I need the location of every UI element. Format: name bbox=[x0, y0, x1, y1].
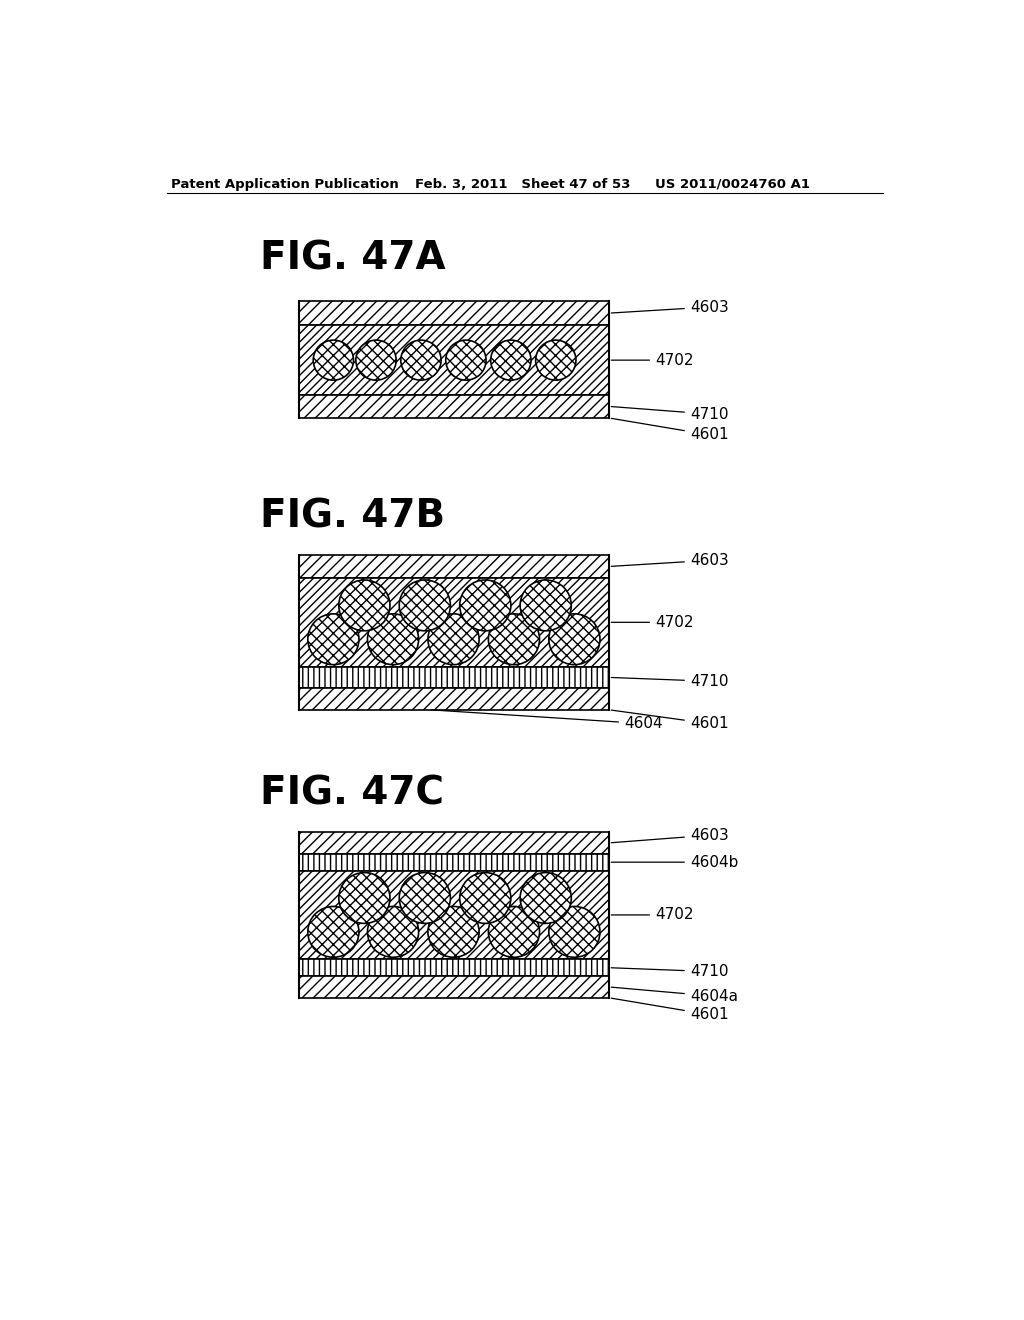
Bar bbox=[299, 688, 608, 710]
Text: US 2011/0024760 A1: US 2011/0024760 A1 bbox=[655, 178, 810, 190]
Text: Feb. 3, 2011   Sheet 47 of 53: Feb. 3, 2011 Sheet 47 of 53 bbox=[415, 178, 630, 190]
Bar bbox=[299, 960, 608, 977]
Text: 4603: 4603 bbox=[611, 553, 729, 568]
Ellipse shape bbox=[490, 341, 531, 380]
Bar bbox=[299, 832, 608, 854]
Ellipse shape bbox=[368, 907, 419, 957]
Ellipse shape bbox=[368, 614, 419, 665]
Ellipse shape bbox=[399, 579, 451, 631]
Text: 4604b: 4604b bbox=[611, 854, 738, 870]
Ellipse shape bbox=[356, 341, 396, 380]
Ellipse shape bbox=[549, 907, 600, 957]
Text: 4702: 4702 bbox=[611, 352, 693, 368]
Ellipse shape bbox=[460, 873, 511, 924]
Ellipse shape bbox=[308, 614, 359, 665]
Text: 4710: 4710 bbox=[611, 673, 728, 689]
Text: 4710: 4710 bbox=[611, 407, 728, 421]
Ellipse shape bbox=[339, 873, 390, 924]
Ellipse shape bbox=[445, 341, 486, 380]
Ellipse shape bbox=[428, 907, 479, 957]
Ellipse shape bbox=[520, 873, 571, 924]
Text: 4601: 4601 bbox=[611, 418, 728, 442]
Ellipse shape bbox=[400, 341, 441, 380]
Text: Patent Application Publication: Patent Application Publication bbox=[171, 178, 398, 190]
Ellipse shape bbox=[460, 579, 511, 631]
Bar bbox=[299, 326, 608, 395]
Text: 4604a: 4604a bbox=[611, 987, 738, 1003]
Text: 4601: 4601 bbox=[611, 998, 728, 1022]
Bar bbox=[299, 977, 608, 998]
Ellipse shape bbox=[428, 614, 479, 665]
Ellipse shape bbox=[339, 579, 390, 631]
Text: 4603: 4603 bbox=[611, 828, 729, 842]
Bar bbox=[299, 301, 608, 326]
Ellipse shape bbox=[399, 873, 451, 924]
Ellipse shape bbox=[549, 614, 600, 665]
Bar bbox=[299, 578, 608, 667]
Ellipse shape bbox=[520, 579, 571, 631]
Bar bbox=[299, 395, 608, 418]
Ellipse shape bbox=[308, 907, 359, 957]
Text: FIG. 47B: FIG. 47B bbox=[260, 498, 444, 535]
Ellipse shape bbox=[313, 341, 353, 380]
Text: 4603: 4603 bbox=[611, 300, 729, 314]
Bar bbox=[299, 667, 608, 688]
Text: FIG. 47A: FIG. 47A bbox=[260, 239, 445, 277]
Text: 4710: 4710 bbox=[611, 964, 728, 979]
Bar bbox=[299, 854, 608, 871]
Bar bbox=[299, 871, 608, 960]
Text: 4601: 4601 bbox=[611, 710, 728, 731]
Ellipse shape bbox=[488, 614, 540, 665]
Text: 4604: 4604 bbox=[431, 710, 663, 731]
Text: 4702: 4702 bbox=[611, 907, 693, 923]
Text: 4702: 4702 bbox=[611, 615, 693, 630]
Ellipse shape bbox=[488, 907, 540, 957]
Text: FIG. 47C: FIG. 47C bbox=[260, 775, 443, 812]
Bar bbox=[299, 554, 608, 578]
Ellipse shape bbox=[536, 341, 575, 380]
